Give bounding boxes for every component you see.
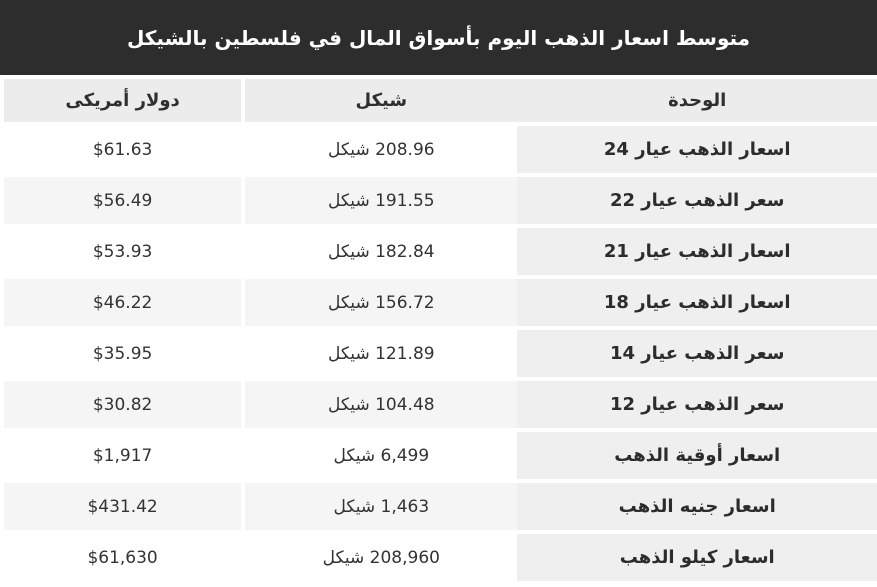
cell-shekel: 208,960 شيكل — [241, 530, 518, 581]
cell-dollar: $53.93 — [0, 224, 242, 275]
cell-dollar: $46.22 — [0, 275, 242, 326]
cell-dollar: $56.49 — [0, 173, 242, 224]
cell-unit: سعر الذهب عيار 14 — [517, 326, 877, 377]
table-row: اسعار أوقية الذهب 6,499 شيكل $1,917 — [0, 428, 877, 479]
table-row: سعر الذهب عيار 14 121.89 شيكل $35.95 — [0, 326, 877, 377]
cell-unit: اسعار الذهب عيار 21 — [517, 224, 877, 275]
cell-dollar: $431.42 — [0, 479, 242, 530]
cell-dollar: $30.82 — [0, 377, 242, 428]
table-row: سعر الذهب عيار 12 104.48 شيكل $30.82 — [0, 377, 877, 428]
table-title-bar: متوسط اسعار الذهب اليوم بأسواق المال في … — [0, 0, 877, 75]
cell-shekel: 1,463 شيكل — [241, 479, 518, 530]
cell-unit: اسعار أوقية الذهب — [517, 428, 877, 479]
cell-dollar: $61,630 — [0, 530, 242, 581]
cell-shekel: 191.55 شيكل — [241, 173, 518, 224]
cell-shekel: 121.89 شيكل — [241, 326, 518, 377]
cell-unit: اسعار الذهب عيار 18 — [517, 275, 877, 326]
cell-shekel: 182.84 شيكل — [241, 224, 518, 275]
cell-dollar: $61.63 — [0, 122, 242, 173]
table-row: اسعار جنيه الذهب 1,463 شيكل $431.42 — [0, 479, 877, 530]
cell-dollar: $1,917 — [0, 428, 242, 479]
table-row: اسعار الذهب عيار 18 156.72 شيكل $46.22 — [0, 275, 877, 326]
cell-unit: اسعار الذهب عيار 24 — [517, 122, 877, 173]
table-row: اسعار كيلو الذهب 208,960 شيكل $61,630 — [0, 530, 877, 581]
page-title: متوسط اسعار الذهب اليوم بأسواق المال في … — [126, 25, 751, 50]
header-row: الوحدة شيكل دولار أمريكى — [0, 75, 877, 122]
cell-unit: سعر الذهب عيار 22 — [517, 173, 877, 224]
table-row: سعر الذهب عيار 22 191.55 شيكل $56.49 — [0, 173, 877, 224]
cell-shekel: 208.96 شيكل — [241, 122, 518, 173]
cell-shekel: 6,499 شيكل — [241, 428, 518, 479]
col-header-dollar: دولار أمريكى — [0, 75, 242, 122]
table-row: اسعار الذهب عيار 24 208.96 شيكل $61.63 — [0, 122, 877, 173]
cell-unit: اسعار جنيه الذهب — [517, 479, 877, 530]
col-header-shekel: شيكل — [241, 75, 518, 122]
cell-unit: سعر الذهب عيار 12 — [517, 377, 877, 428]
cell-shekel: 156.72 شيكل — [241, 275, 518, 326]
col-header-unit: الوحدة — [517, 75, 877, 122]
cell-shekel: 104.48 شيكل — [241, 377, 518, 428]
table-row: اسعار الذهب عيار 21 182.84 شيكل $53.93 — [0, 224, 877, 275]
gold-prices-table: الوحدة شيكل دولار أمريكى اسعار الذهب عيا… — [0, 75, 877, 581]
cell-unit: اسعار كيلو الذهب — [517, 530, 877, 581]
cell-dollar: $35.95 — [0, 326, 242, 377]
